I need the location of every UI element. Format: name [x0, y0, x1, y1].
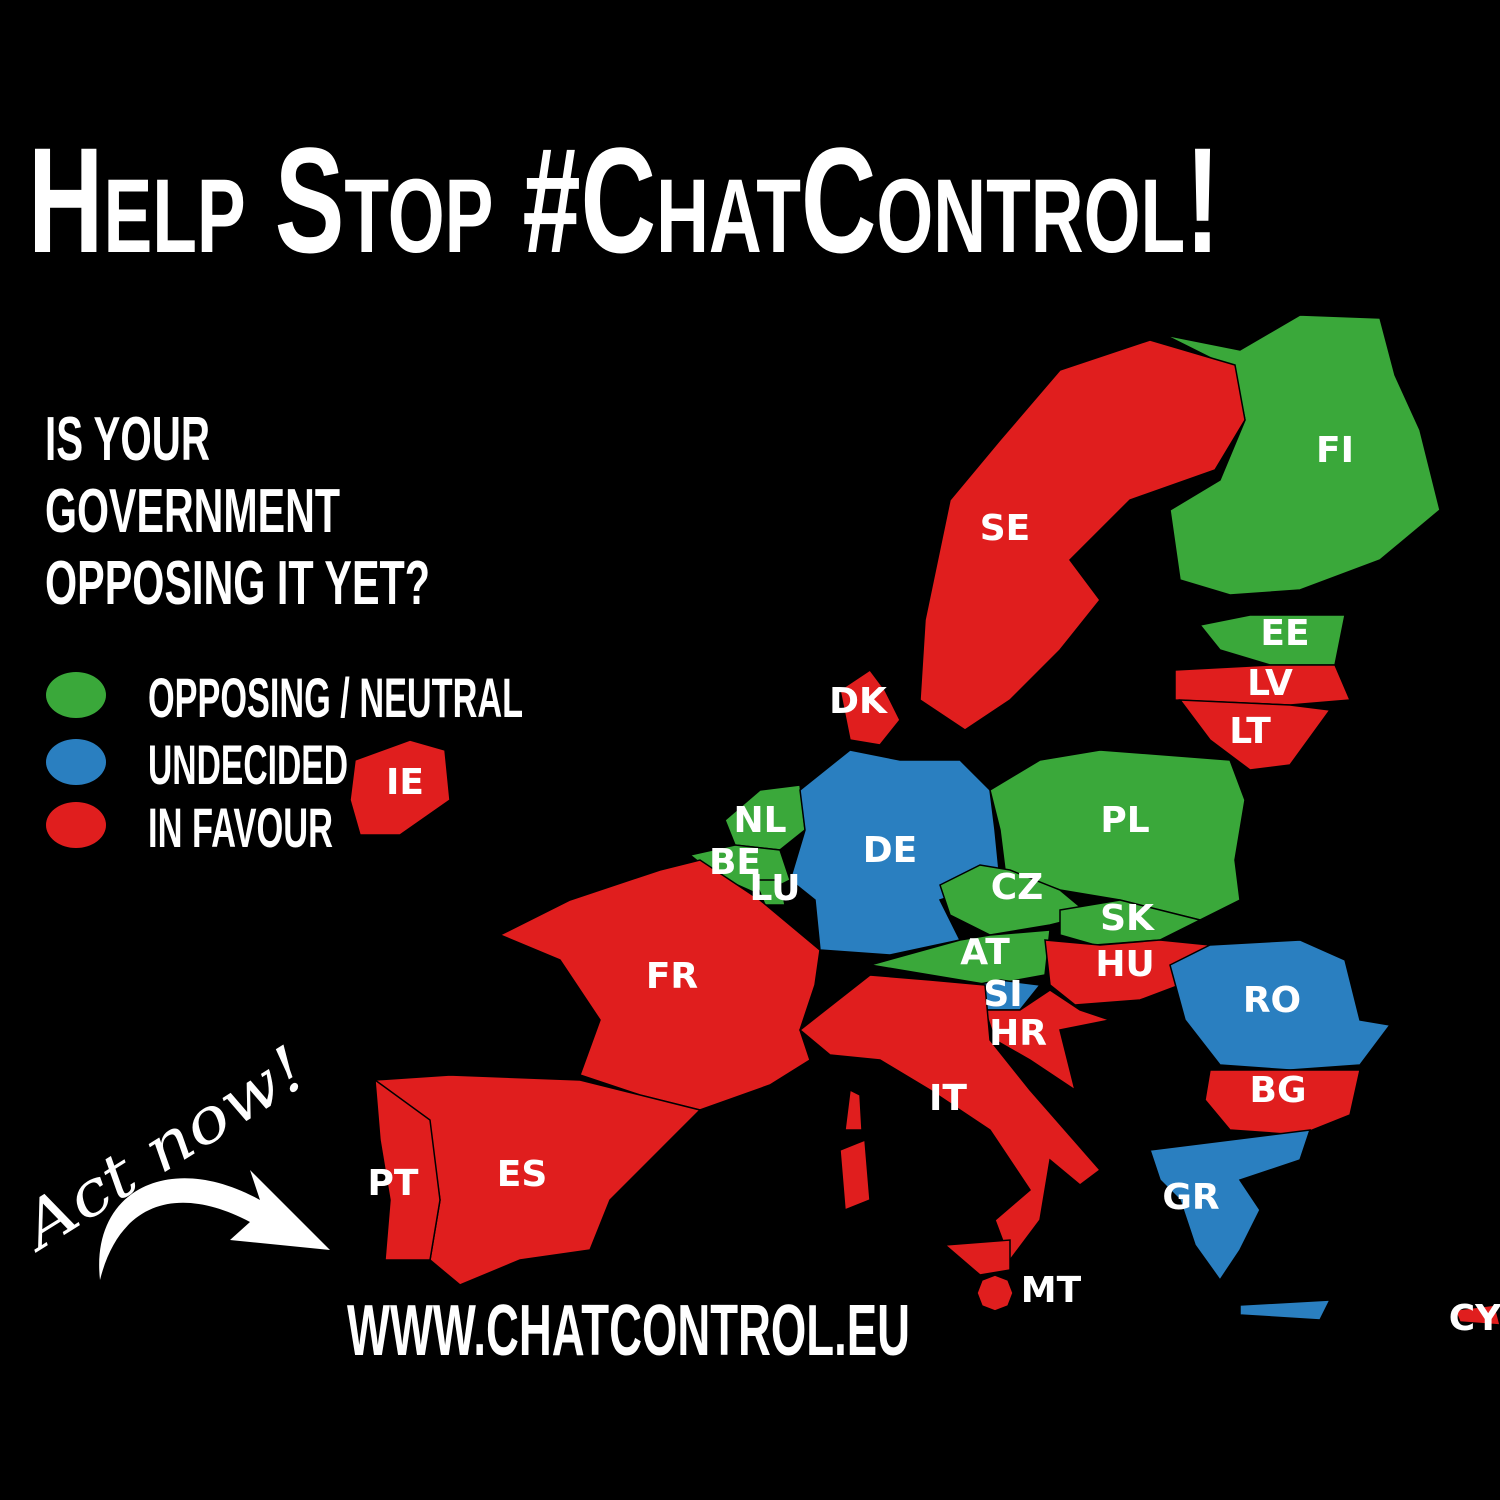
country-code: SK: [1100, 898, 1155, 939]
country-shape: [1059, 899, 1203, 946]
question-line: OPPOSING IT YET?: [45, 549, 430, 618]
country-code: LT: [1229, 711, 1271, 752]
legend-label: IN FAVOUR: [148, 796, 333, 859]
country-code: MT: [1021, 1270, 1082, 1311]
country-code: AT: [960, 932, 1010, 973]
legend-swatch: [46, 802, 106, 848]
country-shape: [943, 1239, 1011, 1276]
country-code: RO: [1243, 980, 1301, 1021]
country-code: PL: [1100, 800, 1149, 841]
country-code: IE: [386, 762, 424, 803]
country-code: FI: [1316, 430, 1354, 471]
question-line: IS YOUR: [45, 405, 210, 474]
country-code: DK: [829, 681, 888, 722]
country-shape: [1239, 1299, 1332, 1321]
country-code: HU: [1095, 944, 1154, 985]
country-code: NL: [733, 800, 786, 841]
country-code: PT: [368, 1163, 419, 1204]
country-shape: [1169, 939, 1392, 1071]
country-code: LV: [1247, 663, 1293, 704]
country-shape: [789, 749, 1001, 956]
country-shape: [1453, 1304, 1500, 1326]
country-shape: [374, 1078, 441, 1261]
country-code: IT: [929, 1078, 967, 1119]
country-code: BE: [709, 842, 761, 883]
country-code: EE: [1260, 613, 1309, 654]
legend-swatch: [46, 739, 106, 785]
country-shape: [839, 1138, 871, 1212]
country-shape: [919, 339, 1246, 731]
country-shape: [839, 668, 901, 746]
title: Help Stop #ChatControl!: [28, 116, 1220, 284]
legend-label: OPPOSING / NEUTRAL: [148, 666, 523, 729]
country-shape: [349, 739, 451, 836]
country-shape: [1174, 664, 1352, 706]
arrow: [99, 1170, 331, 1280]
country-shape: [1204, 1069, 1361, 1136]
country-code: LU: [750, 868, 801, 909]
country-shape: [1178, 699, 1332, 771]
country-code: BG: [1250, 1070, 1307, 1111]
country-code: FR: [646, 956, 698, 997]
country-code: SI: [983, 974, 1022, 1015]
country-code: DE: [863, 830, 917, 871]
country-code: CZ: [991, 867, 1044, 908]
legend-label: UNDECIDED: [148, 733, 348, 796]
country-shape: [844, 1088, 863, 1131]
country-code: CY: [1449, 1298, 1500, 1339]
country-shape: [1148, 1129, 1312, 1282]
country-shape: [983, 989, 1113, 1092]
country-code: ES: [497, 1154, 548, 1195]
question-line: GOVERNMENT: [45, 477, 340, 546]
url[interactable]: WWW.CHATCONTROL.EU: [347, 1291, 910, 1371]
country-shape: [753, 879, 786, 906]
legend-swatch: [46, 672, 106, 718]
country-code: HR: [989, 1013, 1047, 1054]
map: [349, 314, 1500, 1326]
country-shape: [498, 859, 821, 1111]
country-code: GR: [1162, 1177, 1219, 1218]
country-shape: [976, 1274, 1014, 1312]
country-shape: [798, 974, 1102, 1262]
country-shape: [1164, 314, 1441, 596]
country-code: SE: [980, 508, 1031, 549]
